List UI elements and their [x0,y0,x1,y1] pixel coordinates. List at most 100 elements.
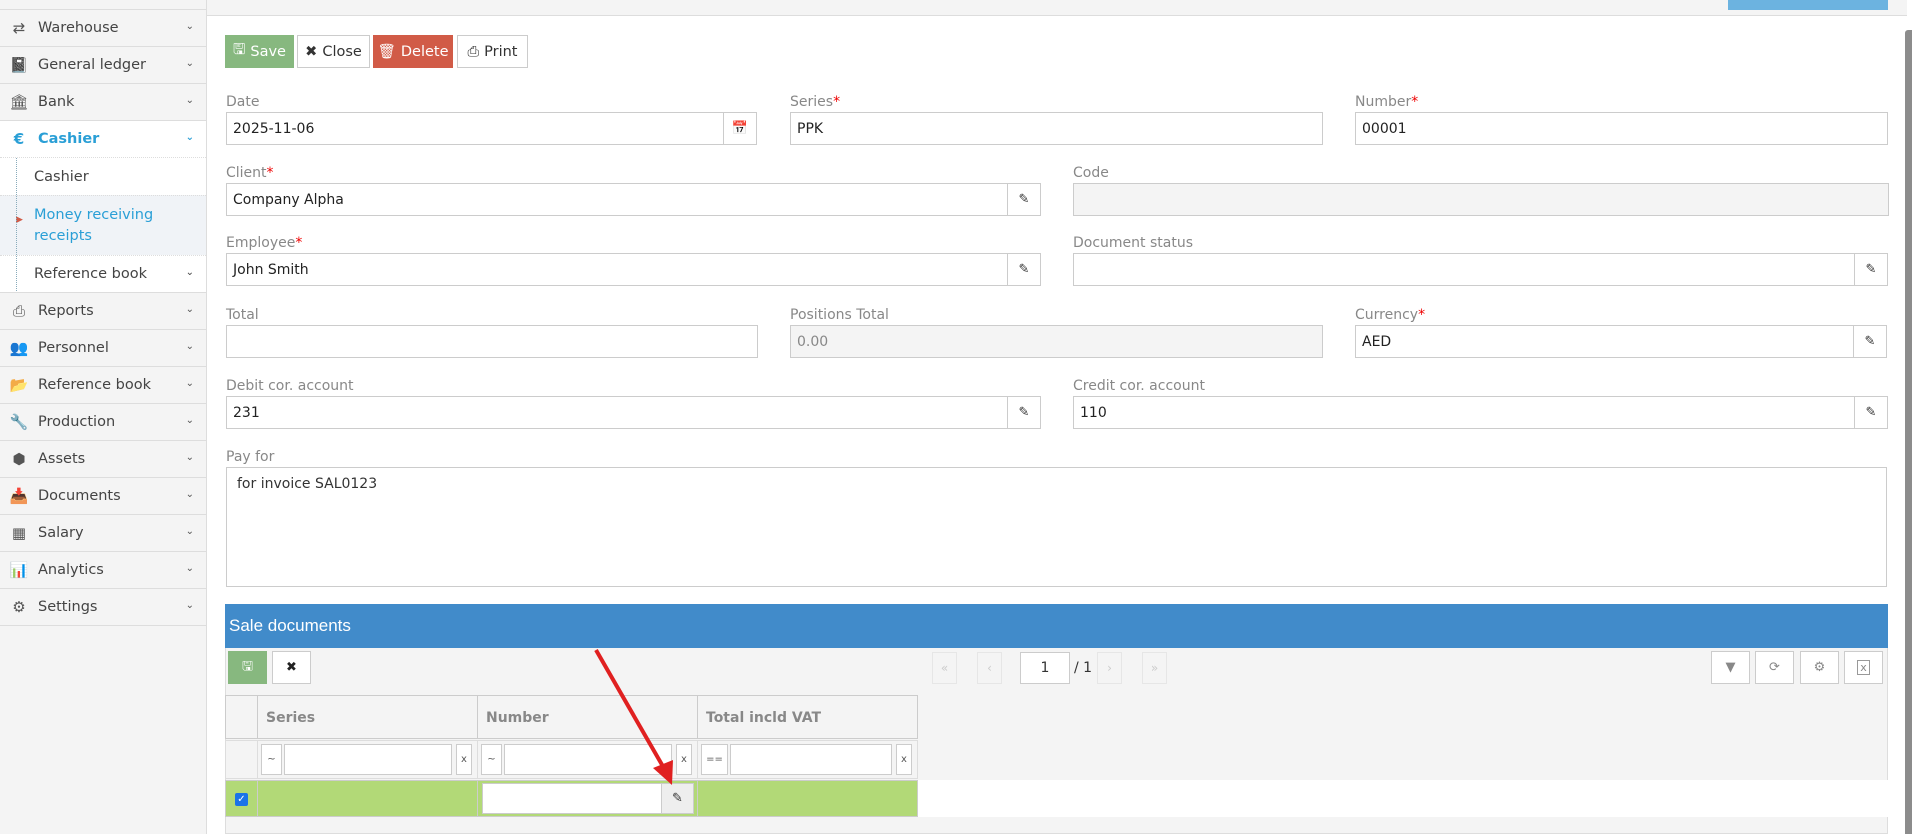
client-label: Client* [226,165,274,181]
select-column-header [225,695,258,739]
currency-field[interactable]: AED [1355,325,1854,358]
sidebar-item-personnel[interactable]: 👥 Personnel ⌄ [0,329,206,366]
credit-field[interactable]: 110 [1073,396,1855,429]
page-input[interactable]: 1 [1020,652,1070,684]
wrench-icon: 🔧 [9,413,29,431]
delete-button[interactable]: 🗑 Delete [373,35,453,68]
pay-for-label: Pay for [226,449,275,465]
document_status-label: Document status [1073,235,1193,251]
prev-page-button[interactable]: ‹ [977,652,1002,684]
chevron-down-icon: ⌄ [185,341,194,352]
sidebar-item-reports[interactable]: ⎙ Reports ⌄ [0,292,206,329]
filter-icon: ▼ [1725,660,1736,675]
print-button[interactable]: ⎙ Print [457,35,528,68]
pencil-icon[interactable]: ✎ [661,783,694,814]
date-field[interactable]: 2025-11-06 [226,112,724,145]
sidebar-item-warehouse[interactable]: ⇄ Warehouse ⌄ [0,9,206,46]
sidebar-item-production[interactable]: 🔧 Production ⌄ [0,403,206,440]
first-page-button[interactable]: « [932,652,957,684]
pencil-icon: ✎ [1864,334,1876,349]
export-excel-button[interactable]: x [1844,651,1883,684]
cogs-icon: ⚙ [12,598,26,616]
chevron-down-icon: ⌄ [185,600,194,611]
row-total-cell[interactable] [697,780,918,817]
cube-icon: ⬢ [12,450,26,468]
grid-save-button[interactable]: 🖫 [228,651,267,684]
folder-open-icon: 📂 [9,376,29,394]
page-scrollbar[interactable] [1905,30,1912,834]
credit-pencil-button[interactable]: ✎ [1854,396,1888,429]
row-checkbox[interactable]: ✓ [235,793,248,806]
client-pencil-button[interactable]: ✎ [1007,183,1041,216]
close-icon: ✖ [286,660,297,675]
sidebar-item-documents[interactable]: 📥 Documents ⌄ [0,477,206,514]
close-button[interactable]: ✖ Close [297,35,370,68]
sidebar-item-cashier[interactable]: € Cashier ⌄ [0,120,206,157]
series-label: Series* [790,94,841,110]
filter-input[interactable] [730,744,892,775]
currency-pencil-button[interactable]: ✎ [1853,325,1887,358]
employee-field[interactable]: John Smith [226,253,1008,286]
date-label: Date [226,94,260,110]
excel-file-icon: x [1857,660,1870,675]
sidebar-subitem-reference-book[interactable]: Reference book ⌄ [0,255,206,292]
number-field[interactable]: 00001 [1355,112,1888,145]
sidebar-item-reference-book[interactable]: 📂 Reference book ⌄ [0,366,206,403]
top-action-button[interactable] [1728,0,1888,10]
settings-button[interactable]: ⚙ [1800,651,1839,684]
sidebar-item-label: Bank [38,94,75,110]
positions_total-label: Positions Total [790,307,889,323]
grid-empty-area [918,780,1888,817]
filter-clear-button[interactable]: x [896,744,912,775]
series-field[interactable]: PPK [790,112,1323,145]
debit-pencil-button[interactable]: ✎ [1007,396,1041,429]
debit-field[interactable]: 231 [226,396,1008,429]
sidebar-subitem-cashier[interactable]: Cashier [0,157,206,195]
pay-for-textarea[interactable]: for invoice SAL0123 [226,467,1887,587]
code-label: Code [1073,165,1109,181]
exchange-icon: ⇄ [12,19,26,37]
chevron-down-icon: ⌄ [185,132,194,143]
table-icon: ▦ [11,524,27,542]
refresh-button[interactable]: ⟳ [1755,651,1794,684]
document_status-field[interactable] [1073,253,1855,286]
client-field[interactable]: Company Alpha [226,183,1008,216]
pencil-icon: ✎ [1018,262,1030,277]
save-button[interactable]: 🖫 Save [225,35,294,68]
chevron-down-icon: ⌄ [185,95,194,106]
sidebar-subitem-money-receiving-receipts[interactable]: Money receiving receipts ▶ [0,195,206,255]
filter-operator[interactable]: ~ [481,744,502,775]
sidebar-item-bank[interactable]: 🏛 Bank ⌄ [0,83,206,120]
number-cell-input[interactable] [482,783,662,814]
filter-clear-button[interactable]: x [676,744,692,775]
filter-button[interactable]: ▼ [1711,651,1750,684]
last-page-button[interactable]: » [1142,652,1167,684]
code-field [1073,183,1889,216]
total-field[interactable] [226,325,758,358]
sidebar-item-settings[interactable]: ⚙ Settings ⌄ [0,588,206,625]
chevron-down-icon: ⌄ [185,21,194,32]
sidebar-item-analytics[interactable]: 📊 Analytics ⌄ [0,551,206,588]
filter-input[interactable] [284,744,452,775]
sidebar-item-label: Salary [38,525,84,541]
sidebar-item-label: Analytics [38,562,104,578]
filter-operator[interactable]: == [701,744,728,775]
grid-cancel-button[interactable]: ✖ [272,651,311,684]
filter-clear-button[interactable]: x [456,744,472,775]
filter-operator[interactable]: ~ [261,744,282,775]
trash-icon: 🗑 [377,44,396,60]
next-page-button[interactable]: › [1097,652,1122,684]
date-calendar-button[interactable]: 📅 [723,112,757,145]
chevron-down-icon: ⌄ [185,526,194,537]
employee-pencil-button[interactable]: ✎ [1007,253,1041,286]
sidebar-item-salary[interactable]: ▦ Salary ⌄ [0,514,206,551]
column-header-total[interactable]: Total incld VAT [697,695,918,739]
sidebar-item-general-ledger[interactable]: 📓 General ledger ⌄ [0,46,206,83]
row-select-cell: ✓ [225,780,258,817]
users-icon: 👥 [9,339,29,357]
filter-input[interactable] [504,744,672,775]
column-header-series[interactable]: Series [257,695,478,739]
floppy-icon: 🖫 [241,658,254,674]
sidebar-item-assets[interactable]: ⬢ Assets ⌄ [0,440,206,477]
document_status-pencil-button[interactable]: ✎ [1854,253,1888,286]
